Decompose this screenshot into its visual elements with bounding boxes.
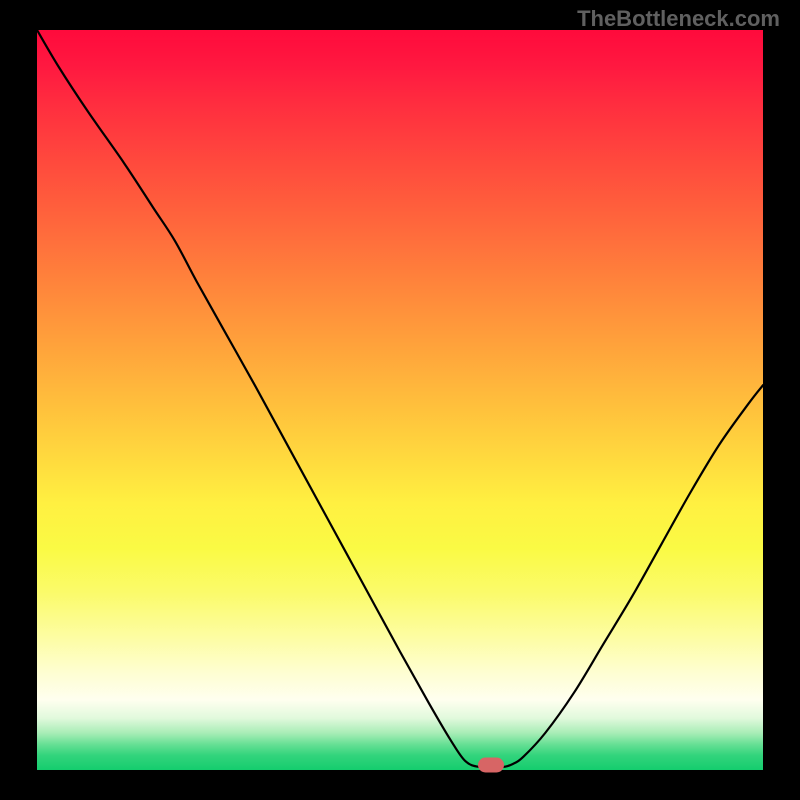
chart-container [37,30,763,770]
watermark-text: TheBottleneck.com [577,6,780,32]
optimal-point-marker [478,757,504,772]
bottleneck-chart [37,30,763,770]
